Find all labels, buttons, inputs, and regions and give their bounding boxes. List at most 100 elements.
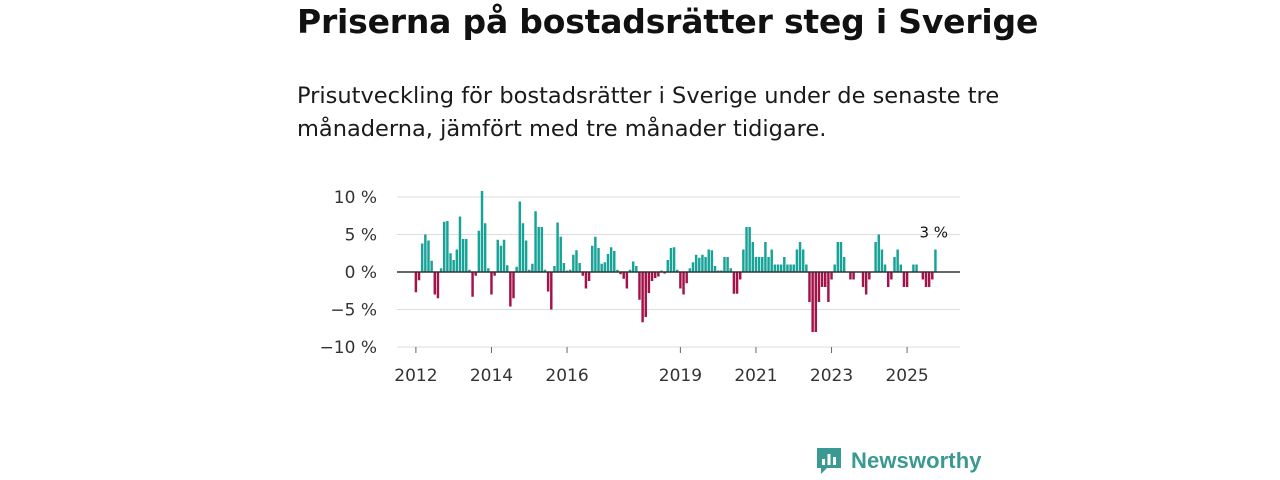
bar [562, 263, 566, 272]
bar [757, 257, 761, 272]
bar [628, 269, 632, 272]
bar [455, 249, 459, 272]
bar [597, 248, 600, 272]
bar [631, 261, 635, 272]
bar [537, 227, 540, 272]
bar [641, 272, 644, 323]
y-tick-label: 5 % [345, 226, 377, 246]
bar [635, 266, 638, 272]
bar [518, 201, 522, 272]
bar [745, 227, 748, 272]
bar [568, 269, 572, 272]
y-axis-tick-labels: 10 % 5 % 0 % −5 % −10 % [320, 188, 377, 358]
bar [754, 257, 758, 272]
bar [707, 249, 710, 272]
bar [468, 269, 471, 272]
bar [616, 269, 619, 272]
bar [509, 272, 512, 307]
bar [550, 272, 553, 310]
bar [613, 251, 616, 272]
bar [540, 227, 544, 272]
bar [738, 272, 742, 280]
bar [694, 254, 698, 272]
bar [474, 272, 477, 276]
bar [827, 272, 830, 302]
bar [732, 272, 736, 294]
bar [606, 254, 610, 272]
bar [543, 269, 547, 272]
bar [798, 242, 802, 272]
bar [528, 269, 531, 272]
bar [811, 272, 814, 332]
bar [443, 221, 446, 272]
bar [767, 257, 770, 272]
bar [704, 257, 707, 272]
bar [471, 272, 474, 297]
bar [578, 263, 581, 272]
x-tick-label: 2019 [659, 366, 702, 386]
bar [880, 249, 884, 272]
x-tick-label: 2025 [885, 366, 928, 386]
bar [436, 272, 440, 299]
bar [414, 272, 418, 293]
bar [852, 272, 855, 280]
bar [546, 272, 550, 292]
bar [896, 249, 899, 272]
bar [502, 239, 506, 272]
bar [505, 265, 509, 272]
newsworthy-brand[interactable]: Newsworthy [815, 446, 982, 476]
bar [820, 272, 824, 287]
bar [770, 249, 773, 272]
bar [691, 262, 695, 272]
bar [921, 272, 925, 280]
bar [710, 250, 714, 272]
bar [751, 242, 755, 272]
bar [801, 249, 805, 272]
newsworthy-logo-icon [817, 448, 841, 474]
bar [487, 268, 490, 272]
brand-name: Newsworthy [851, 448, 982, 473]
bar [625, 272, 629, 289]
bar [609, 247, 613, 272]
bar [682, 272, 685, 295]
bar [465, 239, 468, 272]
bar [805, 264, 808, 272]
bar [688, 268, 692, 272]
bar [572, 254, 575, 272]
bar [483, 223, 487, 272]
bar [902, 272, 906, 287]
bar [575, 250, 578, 272]
bar [764, 242, 767, 272]
bar [490, 272, 493, 295]
bar [924, 272, 928, 287]
bar [521, 223, 525, 272]
gridlines [397, 196, 960, 348]
x-axis: 2012 2014 2016 2019 2021 2023 2025 [394, 347, 929, 386]
bar [792, 264, 795, 272]
bar [713, 266, 717, 272]
bar [619, 272, 622, 275]
bar [477, 230, 481, 272]
bar [581, 272, 585, 276]
y-tick-label: 0 % [345, 263, 377, 283]
bar [779, 264, 783, 272]
bar [890, 272, 893, 280]
bar [748, 227, 751, 272]
bar [512, 272, 515, 299]
bar [861, 272, 865, 287]
bar [461, 239, 465, 272]
bar [685, 272, 688, 284]
bar [559, 236, 562, 272]
bar [672, 247, 676, 272]
bar [883, 264, 887, 272]
bar [496, 239, 499, 272]
bar [934, 249, 937, 272]
bar [817, 272, 821, 302]
bar [480, 191, 484, 272]
bar [647, 272, 651, 293]
bar [931, 272, 934, 280]
bar [776, 264, 780, 272]
x-tick-label: 2016 [545, 366, 588, 386]
bar [587, 272, 591, 281]
